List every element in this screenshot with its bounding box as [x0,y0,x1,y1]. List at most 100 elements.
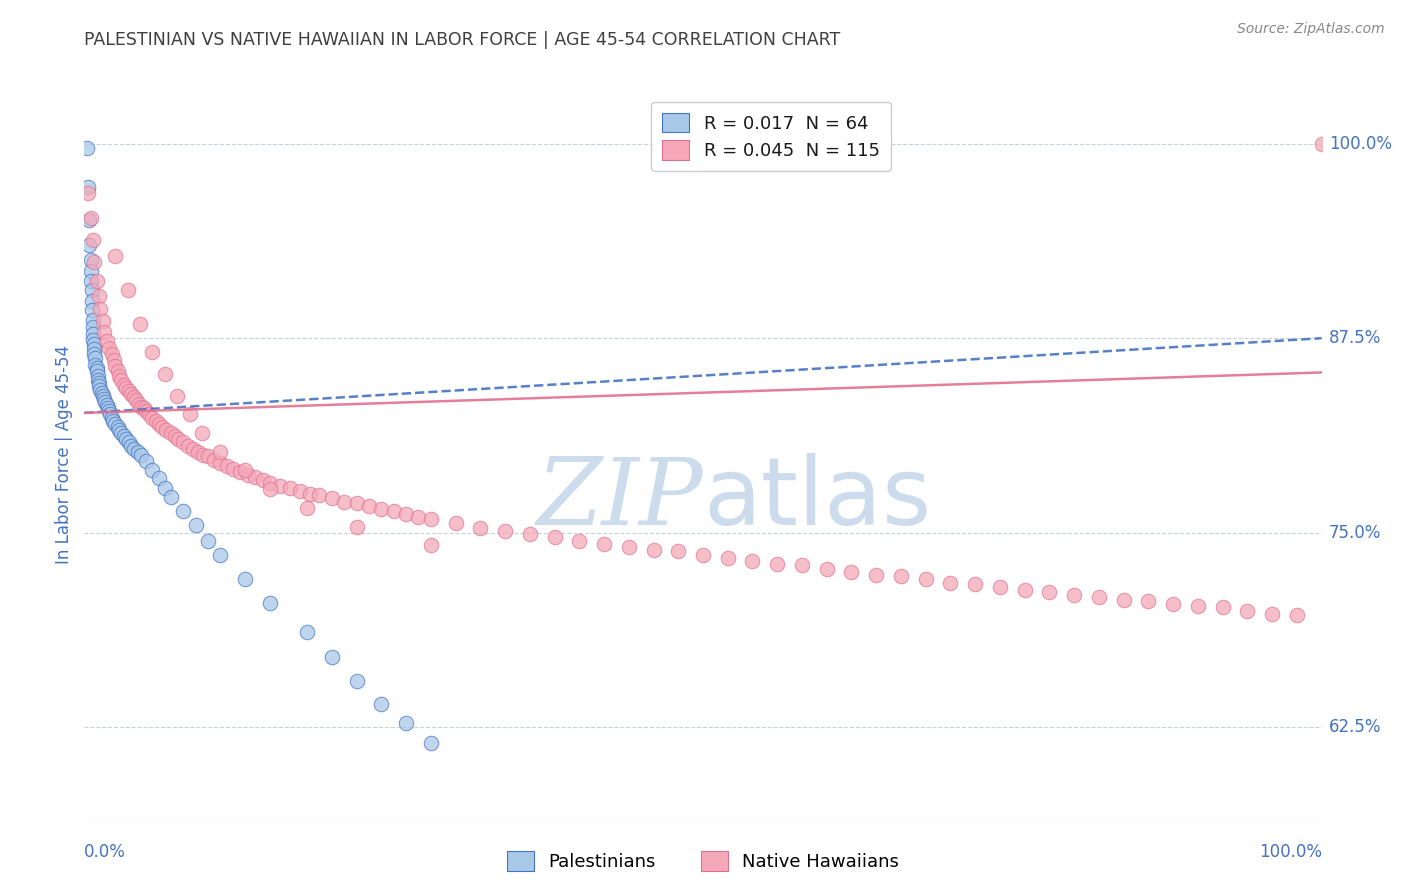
Point [444,516,467,531]
Point [76,141,98,155]
Point [717,550,740,565]
Point [163,429,186,443]
Point [259,475,281,490]
Point [419,512,441,526]
Point [865,567,887,582]
Point [1112,592,1135,607]
Text: 100.0%: 100.0% [1329,135,1392,153]
Point [1038,585,1060,599]
Point [395,715,418,730]
Point [202,452,225,467]
Point [741,554,763,568]
Point [83,255,105,269]
Point [129,400,152,414]
Point [141,463,163,477]
Point [135,454,157,468]
Point [209,548,232,562]
Point [288,483,311,498]
Point [233,463,256,477]
Point [1285,608,1308,623]
Point [395,507,418,521]
Point [129,448,152,462]
Point [89,379,111,393]
Point [100,347,122,361]
Point [1161,597,1184,611]
Point [321,650,343,665]
Point [1236,603,1258,617]
Point [118,384,141,398]
Point [93,325,115,339]
Point [115,381,138,395]
Point [127,445,149,459]
Point [419,538,441,552]
Legend: R = 0.017  N = 64, R = 0.045  N = 115: R = 0.017 N = 64, R = 0.045 N = 115 [651,102,890,170]
Point [120,387,142,401]
Point [77,180,100,194]
Point [98,408,121,422]
Point [89,301,111,316]
Point [104,417,127,431]
Point [82,233,104,247]
Point [1137,594,1160,608]
Text: ZIP: ZIP [536,454,703,544]
Point [94,395,117,409]
Point [692,548,714,562]
Text: 87.5%: 87.5% [1329,329,1381,347]
Point [132,401,155,416]
Point [79,237,101,252]
Point [197,450,219,464]
Point [370,502,392,516]
Point [643,542,665,557]
Point [141,345,163,359]
Point [519,527,541,541]
Point [181,442,204,456]
Point [259,596,281,610]
Point [1261,607,1284,621]
Point [80,303,103,318]
Point [160,426,183,441]
Point [103,353,125,368]
Point [110,373,132,387]
Text: 75.0%: 75.0% [1329,524,1381,541]
Point [1212,600,1234,615]
Point [104,359,127,374]
Point [115,433,138,447]
Point [419,736,441,750]
Point [166,389,188,403]
Point [346,496,368,510]
Point [125,393,148,408]
Point [470,521,492,535]
Point [308,488,330,502]
Point [82,320,104,334]
Point [187,445,209,459]
Text: 0.0%: 0.0% [84,843,127,861]
Point [666,544,689,558]
Point [150,420,173,434]
Point [90,385,112,400]
Text: PALESTINIAN VS NATIVE HAWAIIAN IN LABOR FORCE | AGE 45-54 CORRELATION CHART: PALESTINIAN VS NATIVE HAWAIIAN IN LABOR … [84,31,841,49]
Point [177,439,200,453]
Point [815,561,838,575]
Point [269,479,291,493]
Point [197,533,219,548]
Point [141,410,163,425]
Point [128,396,150,410]
Point [172,504,194,518]
Point [96,334,118,349]
Point [83,337,105,351]
Point [1310,136,1333,151]
Point [295,500,318,515]
Point [259,482,281,496]
Point [494,524,516,538]
Point [86,364,108,378]
Point [914,573,936,587]
Point [1063,588,1085,602]
Point [148,471,170,485]
Point [568,533,591,548]
Point [346,673,368,688]
Point [155,423,177,437]
Point [1187,599,1209,613]
Point [108,368,131,383]
Point [104,249,127,263]
Point [333,494,356,508]
